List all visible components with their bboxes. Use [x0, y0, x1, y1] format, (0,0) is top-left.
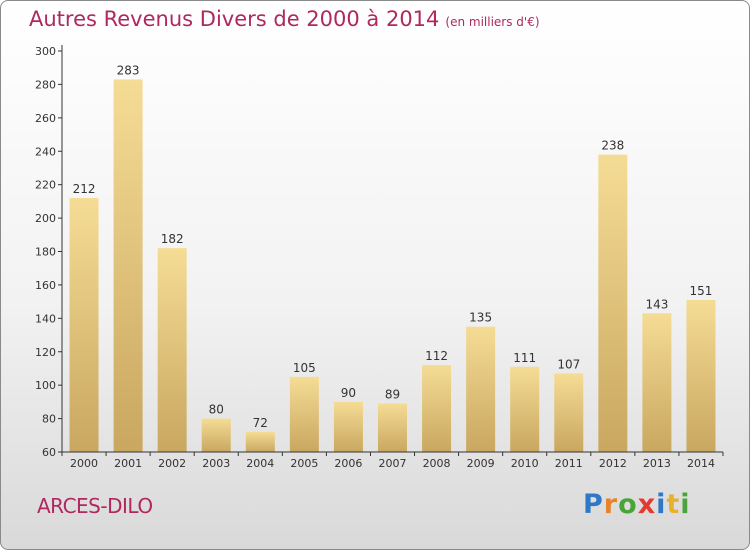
logo-letter: P	[583, 489, 604, 520]
y-tick-label: 280	[35, 78, 56, 91]
chart-title-text: Autres Revenus Divers de 2000 à 2014	[29, 7, 440, 31]
bar	[289, 376, 319, 452]
logo-letter: t	[666, 489, 681, 520]
bar	[245, 431, 275, 452]
bar	[598, 154, 628, 452]
y-tick-label: 240	[35, 145, 56, 158]
logo-letter: x	[637, 489, 657, 520]
logo-letter: i	[656, 489, 667, 520]
y-tick-label: 160	[35, 279, 56, 292]
bar	[69, 198, 99, 452]
x-tick-label: 2008	[423, 457, 451, 470]
x-tick-label: 2014	[687, 457, 715, 470]
data-label: 80	[209, 403, 224, 417]
chart-title: Autres Revenus Divers de 2000 à 2014 (en …	[29, 7, 540, 31]
y-tick-label: 220	[35, 179, 56, 192]
x-tick-label: 2012	[599, 457, 627, 470]
x-tick-label: 2004	[246, 457, 274, 470]
x-tick-label: 2003	[202, 457, 230, 470]
x-tick-label: 2011	[555, 457, 583, 470]
y-tick-label: 60	[42, 446, 56, 459]
data-label: 238	[601, 139, 624, 153]
x-tick-label: 2006	[334, 457, 362, 470]
logo-letter: o	[618, 489, 638, 520]
bar	[466, 326, 496, 452]
y-tick-label: 180	[35, 246, 56, 259]
data-label: 112	[425, 349, 448, 363]
bar	[157, 248, 187, 452]
x-tick-label: 2010	[511, 457, 539, 470]
y-tick-label: 200	[35, 212, 56, 225]
chart-subtitle: (en milliers d'€)	[445, 15, 540, 29]
bar	[201, 418, 231, 452]
x-tick-label: 2013	[643, 457, 671, 470]
data-label: 143	[645, 297, 668, 311]
bar	[378, 403, 407, 452]
y-tick-label: 80	[42, 413, 56, 426]
bar	[510, 366, 540, 452]
data-label: 212	[73, 182, 96, 196]
x-tick-label: 2009	[467, 457, 495, 470]
y-tick-label: 100	[35, 379, 56, 392]
bar	[113, 79, 143, 452]
bar	[333, 401, 363, 452]
data-label: 105	[293, 361, 316, 375]
x-tick-label: 2005	[290, 457, 318, 470]
bar	[422, 365, 452, 452]
data-label: 89	[385, 388, 400, 402]
data-label: 135	[469, 311, 492, 325]
data-label: 72	[253, 416, 268, 430]
x-tick-label: 2002	[158, 457, 186, 470]
data-label: 90	[341, 386, 356, 400]
y-tick-label: 140	[35, 312, 56, 325]
bar	[554, 373, 584, 452]
commune-name: ARCES-DILO	[37, 494, 153, 518]
data-label: 111	[513, 351, 536, 365]
logo-letter: r	[603, 489, 619, 520]
data-label: 151	[690, 284, 713, 298]
bar	[642, 313, 672, 452]
x-tick-label: 2001	[114, 457, 142, 470]
logo-letter: i	[680, 489, 691, 520]
data-label: 107	[557, 357, 580, 371]
x-tick-label: 2007	[379, 457, 407, 470]
x-tick-label: 2000	[70, 457, 98, 470]
data-label: 283	[117, 63, 140, 77]
data-label: 182	[161, 232, 184, 246]
proxiti-logo: Proxiti	[583, 489, 691, 520]
y-tick-label: 300	[35, 45, 56, 58]
y-tick-label: 260	[35, 112, 56, 125]
bar	[686, 299, 716, 452]
y-tick-label: 120	[35, 346, 56, 359]
